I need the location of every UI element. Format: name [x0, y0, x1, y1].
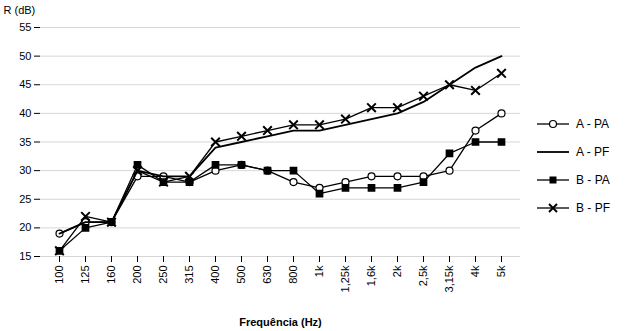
- svg-text:1,25k: 1,25k: [339, 265, 351, 292]
- svg-text:Frequência (Hz): Frequência (Hz): [239, 316, 322, 328]
- svg-text:500: 500: [235, 266, 247, 284]
- svg-text:125: 125: [79, 266, 91, 284]
- svg-text:45: 45: [19, 78, 31, 90]
- svg-text:5k: 5k: [495, 265, 507, 277]
- svg-text:15: 15: [19, 250, 31, 262]
- html-text:A - PF: A - PF: [576, 144, 610, 159]
- svg-text:30: 30: [19, 164, 31, 176]
- svg-text:40: 40: [19, 107, 31, 119]
- svg-text:400: 400: [209, 266, 221, 284]
- html-text:B - PA: B - PA: [576, 172, 610, 187]
- svg-text:1,6k: 1,6k: [365, 265, 377, 286]
- svg-text:3,15k: 3,15k: [443, 265, 455, 292]
- svg-text:1k: 1k: [313, 265, 325, 277]
- svg-text:4k: 4k: [469, 265, 481, 277]
- svg-text:200: 200: [131, 266, 143, 284]
- svg-text:100: 100: [53, 266, 65, 284]
- svg-text:50: 50: [19, 50, 31, 62]
- svg-text:2k: 2k: [391, 265, 403, 277]
- svg-text:25: 25: [19, 193, 31, 205]
- svg-text:2,5k: 2,5k: [417, 265, 429, 286]
- svg-text:800: 800: [287, 266, 299, 284]
- svg-text:35: 35: [19, 136, 31, 148]
- svg-text:250: 250: [157, 266, 169, 284]
- svg-text:160: 160: [105, 266, 117, 284]
- svg-text:630: 630: [261, 266, 273, 284]
- svg-text:315: 315: [183, 266, 195, 284]
- svg-text:R (dB): R (dB): [4, 4, 36, 16]
- svg-text:20: 20: [19, 221, 31, 233]
- html-text:A - PA: A - PA: [576, 116, 610, 131]
- html-text:B - PF: B - PF: [576, 200, 610, 215]
- svg-text:55: 55: [19, 21, 31, 33]
